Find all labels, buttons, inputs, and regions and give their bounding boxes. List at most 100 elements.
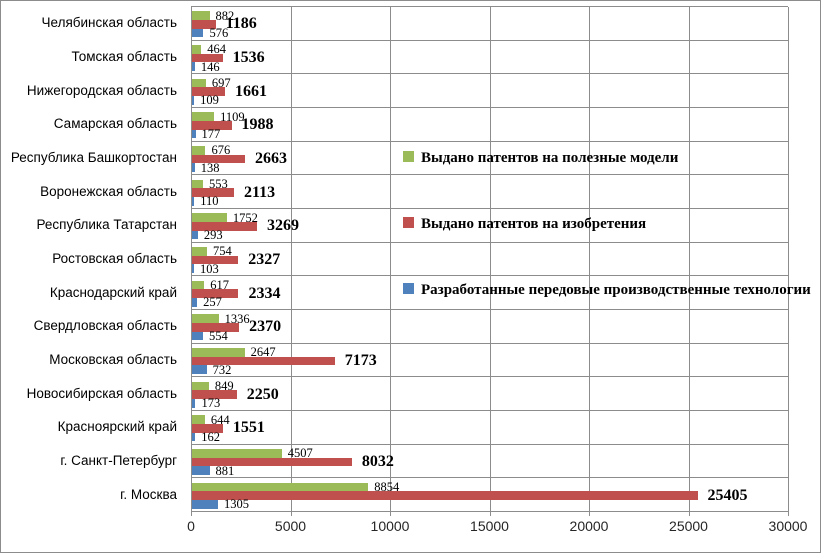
category-label: Самарская область	[53, 116, 177, 132]
bar: 2334	[192, 285, 280, 301]
value-label: 257	[203, 294, 222, 309]
value-label: 644	[210, 412, 230, 427]
gridline-horizontal	[192, 342, 789, 344]
value-label: 8854	[374, 479, 400, 494]
bar: 732	[192, 363, 231, 375]
gridline-horizontal	[192, 241, 789, 243]
bar: 173	[192, 397, 220, 409]
value-label: 2663	[254, 149, 287, 167]
value-label: 697	[211, 75, 231, 90]
bar: 8854	[192, 481, 399, 493]
bar: 146	[192, 60, 220, 72]
legend-swatch-red-icon	[403, 217, 414, 228]
category-label: г. Санкт-Петербург	[60, 452, 177, 468]
x-axis-tick-mark	[290, 511, 292, 516]
bar: 1109	[192, 110, 245, 122]
gridline-horizontal	[192, 443, 789, 445]
bar: 1551	[192, 420, 265, 436]
gridline-vertical	[390, 7, 391, 512]
value-label: 7173	[344, 351, 377, 369]
x-axis-tick-label: 15000	[470, 518, 509, 534]
value-label: 2250	[246, 385, 279, 403]
value-label: 2327	[248, 250, 281, 268]
bar: 2327	[192, 251, 280, 267]
value-label: 1536	[232, 48, 265, 66]
category-label: Московская область	[49, 351, 177, 367]
value-label: 1661	[235, 82, 268, 100]
value-label: 25405	[707, 486, 748, 504]
gridline-horizontal	[192, 174, 789, 176]
bar: 25405	[192, 487, 748, 503]
bar: 4507	[192, 447, 313, 459]
legend-item-technologies: Разработанные передовые производственные…	[403, 279, 811, 301]
value-label: 553	[209, 176, 228, 191]
x-axis-tick-mark	[788, 511, 789, 516]
bar: 138	[192, 161, 219, 173]
value-label: 177	[201, 126, 221, 141]
category-label: г. Москва	[120, 486, 177, 502]
value-label: 2113	[244, 183, 276, 201]
value-label: 754	[213, 244, 232, 259]
legend-swatch-blue-icon	[403, 283, 414, 294]
value-label: 146	[200, 59, 220, 74]
legend-item-inventions: Выдано патентов на изобретения	[403, 213, 646, 235]
bar: 162	[192, 431, 220, 443]
category-axis: Челябинская область Томская область Нижего…	[1, 6, 184, 511]
x-axis-tick-label: 30000	[768, 518, 808, 534]
bar: 1305	[192, 498, 249, 510]
bar: 1988	[192, 117, 274, 133]
value-label: 1988	[241, 116, 274, 134]
bar: 177	[192, 128, 220, 140]
bar: 8032	[192, 453, 394, 469]
value-label: 1336	[224, 311, 250, 326]
bar: 849	[192, 380, 234, 392]
value-label: 617	[210, 277, 230, 292]
category-label: Томская область	[71, 48, 178, 64]
value-label: 8032	[361, 452, 394, 470]
bar: 1661	[192, 83, 267, 99]
legend-swatch-green-icon	[403, 151, 414, 162]
value-label: 882	[215, 8, 235, 23]
gridline-vertical	[788, 7, 789, 512]
value-label: 293	[203, 227, 223, 242]
bar: 3269	[192, 218, 299, 234]
gridline-horizontal	[192, 309, 789, 310]
category-label: Республика Татарстан	[36, 217, 177, 233]
category-label: Нижегородская область	[26, 82, 177, 98]
gridline-horizontal	[192, 511, 789, 512]
value-label: 110	[200, 193, 219, 208]
bar: 2647	[192, 346, 276, 358]
bar: 2370	[192, 319, 281, 335]
bar: 2250	[192, 386, 279, 402]
bar: 110	[192, 195, 218, 207]
bar: 676	[192, 144, 230, 156]
bar: 7173	[192, 352, 377, 368]
gridline-vertical	[290, 7, 292, 512]
value-label: 3269	[267, 217, 300, 235]
bar: 644	[192, 413, 230, 425]
category-label: Новосибирская область	[26, 385, 177, 401]
plot-area: 882 1186 576 464 1536 146 697 1661 109 1109 1988 17…	[191, 6, 789, 512]
bar: 293	[192, 229, 223, 241]
value-label: 676	[211, 143, 231, 158]
bar: 464	[192, 43, 226, 55]
value-label: 103	[200, 261, 219, 276]
bar: 882	[192, 9, 234, 21]
value-label: 881	[215, 463, 235, 478]
bar: 1336	[192, 312, 250, 324]
category-label: Республика Башкортостан	[10, 149, 177, 165]
value-label: 576	[209, 25, 229, 40]
value-label: 464	[207, 42, 226, 57]
bar: 576	[192, 27, 228, 39]
bar: 881	[192, 464, 234, 476]
bar: 697	[192, 77, 231, 89]
bar: 2113	[192, 184, 275, 200]
gridline-horizontal	[192, 39, 789, 41]
value-label: 173	[201, 395, 221, 410]
value-label: 1109	[220, 109, 245, 124]
value-label: 4507	[287, 446, 313, 461]
bar: 2663	[192, 150, 287, 166]
category-label: Красноярский край	[57, 419, 177, 435]
gridline-vertical	[688, 7, 690, 512]
